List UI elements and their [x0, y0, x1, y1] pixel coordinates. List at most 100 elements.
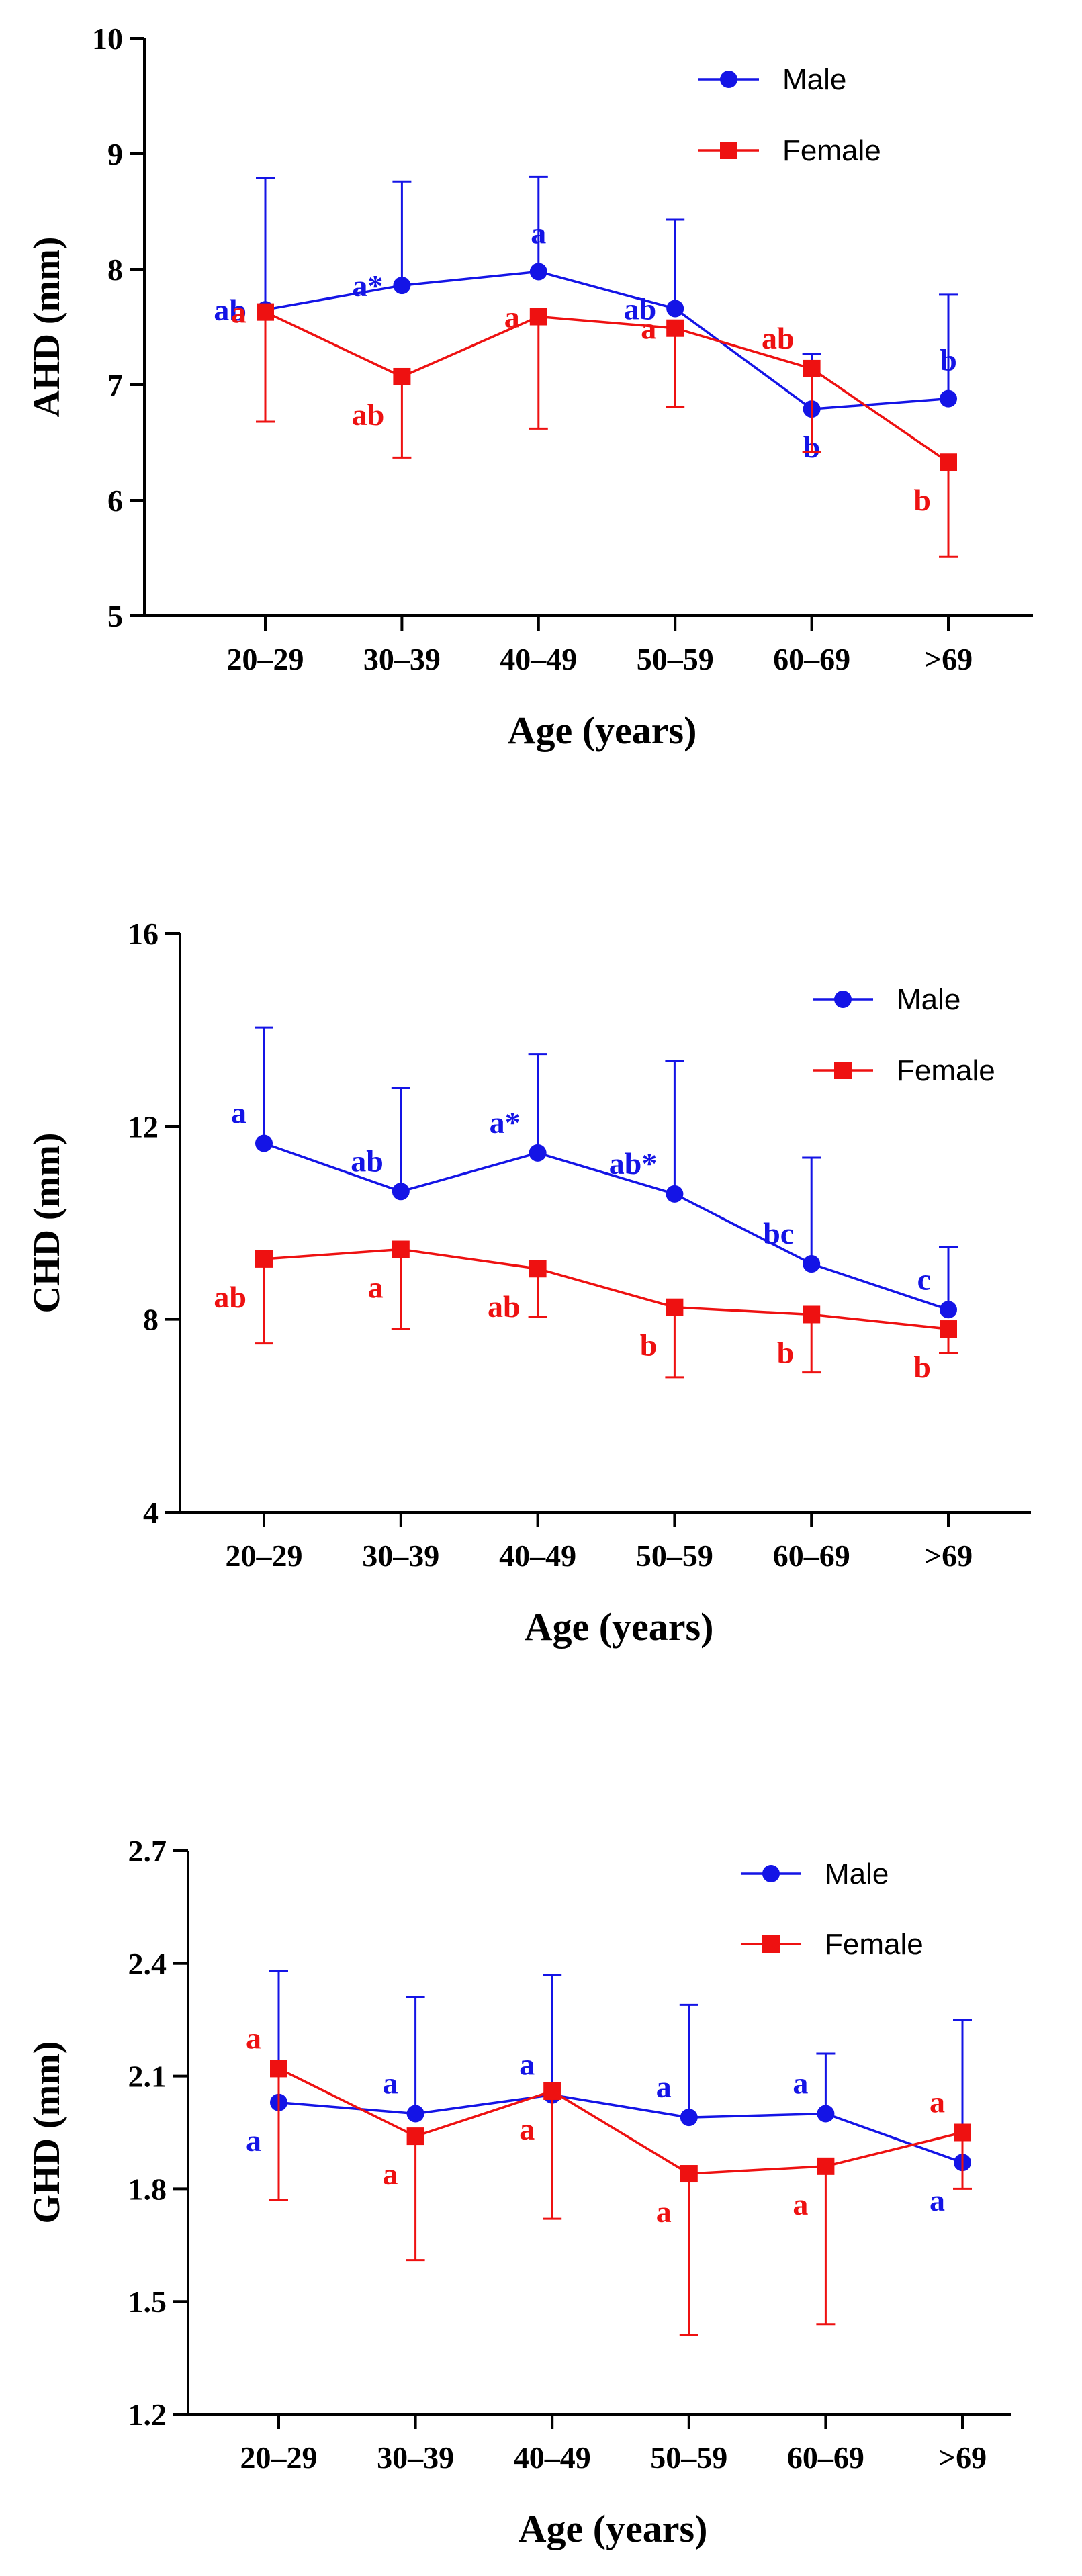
x-tick-label: 40–49: [500, 642, 577, 676]
significance-label: a: [930, 2183, 945, 2217]
y-tick-label: 8: [107, 252, 123, 287]
significance-label: a: [231, 1095, 246, 1130]
data-point: [666, 319, 684, 337]
x-tick-label: 30–39: [363, 642, 441, 676]
significance-label: ab: [214, 293, 246, 327]
data-point: [543, 2082, 561, 2100]
y-tick-label: 7: [107, 368, 123, 402]
series-line: [278, 2093, 963, 2164]
significance-label: a: [504, 300, 520, 334]
chart-panel-1: 5 6 7 8 9 10 20–29 30–39 40–49 50–59 60–69 >69 Age (…: [26, 21, 1033, 752]
data-point: [529, 1260, 547, 1278]
legend-marker: [762, 1935, 780, 1953]
y-tick-label: 5: [107, 599, 123, 633]
significance-label: ab: [351, 1144, 384, 1178]
significance-label: a: [656, 2195, 672, 2229]
significance-label: a: [793, 2187, 808, 2221]
series-line: [263, 1248, 949, 1330]
series-line: [265, 270, 949, 410]
series-line: [265, 311, 949, 463]
legend-label-male: Male: [782, 63, 846, 96]
significance-label: b: [940, 343, 957, 377]
data-point: [393, 277, 411, 295]
y-tick-label: 2.7: [128, 1834, 167, 1868]
x-tick-label: 60–69: [773, 642, 850, 676]
legend-marker: [720, 142, 737, 159]
legend-label-female: Female: [782, 134, 881, 167]
significance-label: a*: [352, 269, 383, 303]
x-tick-label: 20–29: [226, 1538, 303, 1573]
y-tick-label: 2.4: [128, 1947, 167, 1981]
significance-label: a: [519, 2048, 535, 2082]
chart-panel-3: 1.2 1.5 1.8 2.1 2.4 2.7 20–29 30–39 40–49 50–59 60…: [26, 1834, 1011, 2550]
significance-label: ab: [488, 1289, 521, 1324]
y-tick-label: 1.8: [128, 2172, 167, 2206]
significance-label: ab: [214, 1280, 246, 1314]
legend-label-male: Male: [897, 983, 960, 1016]
data-point: [954, 2123, 971, 2142]
significance-label: b: [913, 1350, 931, 1384]
significance-label: b: [913, 483, 931, 517]
data-point: [803, 1305, 821, 1324]
significance-label: c: [917, 1262, 931, 1296]
y-tick-label: 12: [128, 1109, 159, 1144]
significance-label: a: [246, 2123, 261, 2158]
data-point: [393, 367, 411, 385]
data-point: [529, 308, 547, 326]
data-point: [406, 2105, 424, 2123]
significance-label: a: [656, 2070, 672, 2104]
significance-label: ab: [624, 291, 657, 326]
significance-label: ab: [762, 321, 795, 355]
data-point: [255, 1250, 273, 1268]
x-axis-title: Age (years): [525, 1605, 714, 1649]
x-tick-label: 30–39: [377, 2440, 454, 2475]
significance-label: bc: [763, 1216, 794, 1250]
y-axis-title: GHD (mm): [26, 2041, 68, 2223]
significance-label: a: [519, 2112, 535, 2146]
x-tick-label: 40–49: [499, 1538, 576, 1573]
significance-label: a: [641, 312, 656, 346]
y-tick-label: 6: [107, 484, 123, 518]
series-male: a ab a* ab* bc c: [231, 1026, 958, 1319]
x-tick-label: 50–59: [650, 2440, 727, 2475]
data-point: [817, 2157, 835, 2175]
y-tick-label: 16: [128, 917, 159, 951]
significance-label: ab: [352, 398, 385, 432]
x-tick-label: >69: [938, 2440, 987, 2475]
x-tick-label: >69: [924, 642, 973, 676]
y-tick-label: 1.2: [128, 2397, 167, 2432]
x-tick-label: 30–39: [362, 1538, 439, 1573]
series-female: a ab a a ab b: [231, 295, 958, 558]
significance-label: a: [383, 2157, 398, 2191]
data-point: [940, 389, 957, 408]
series-line: [278, 2067, 963, 2175]
data-point: [392, 1183, 410, 1201]
x-tick-label: 60–69: [773, 1538, 850, 1573]
data-point: [529, 1144, 547, 1162]
data-point: [680, 2165, 698, 2183]
significance-label: a: [383, 2066, 398, 2101]
x-tick-label: 40–49: [514, 2440, 591, 2475]
legend: Male Female: [813, 983, 995, 1087]
series-line: [263, 1142, 949, 1311]
x-axis-title: Age (years): [519, 2507, 708, 2550]
x-tick-label: 20–29: [240, 2440, 318, 2475]
data-point: [406, 2127, 424, 2146]
data-point: [270, 2060, 287, 2078]
legend-marker: [762, 1865, 780, 1882]
y-axis-title: AHD (mm): [26, 236, 68, 417]
data-point: [666, 1185, 684, 1203]
y-tick-label: 2.1: [128, 2060, 167, 2094]
data-point: [666, 300, 684, 318]
x-tick-label: 50–59: [637, 642, 714, 676]
x-tick-label: >69: [924, 1538, 973, 1573]
data-point: [666, 1298, 684, 1316]
data-point: [803, 359, 821, 377]
y-tick-label: 8: [143, 1303, 159, 1337]
x-axis-title: Age (years): [508, 708, 697, 752]
data-point: [257, 303, 274, 321]
legend-marker: [720, 71, 737, 88]
